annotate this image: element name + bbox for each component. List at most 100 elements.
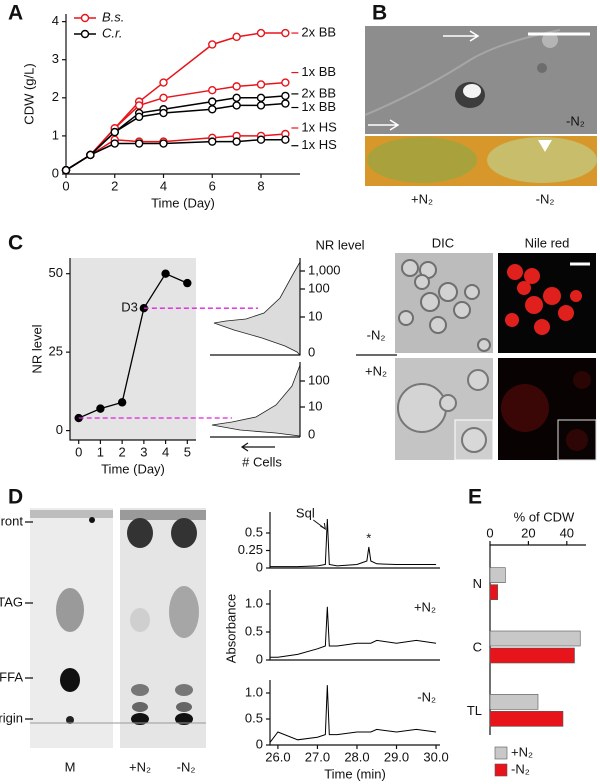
x-tick-label: 3	[140, 444, 147, 459]
arrow	[443, 30, 480, 42]
spot	[56, 588, 84, 632]
column-label: DIC	[432, 235, 454, 250]
data-point	[281, 135, 290, 144]
front-band	[30, 510, 113, 518]
chart-title: % of CDW	[514, 509, 575, 524]
y-tick-label: 2	[52, 89, 59, 104]
y-tick-label: 0.5	[245, 623, 263, 638]
bar	[489, 647, 575, 664]
data-line	[270, 606, 437, 658]
data-point	[208, 85, 217, 95]
y-tick-label: 0	[256, 651, 263, 666]
data-point	[183, 278, 192, 288]
annotation-arrow	[313, 519, 326, 530]
x-tick-label: 6	[209, 178, 216, 193]
tlc-plate: Front TAG FFA Origin M +N₂ -N₂	[0, 508, 206, 774]
data-point	[61, 165, 71, 175]
data-point	[281, 99, 290, 108]
cells	[397, 369, 489, 433]
hist-tick-label: 10	[308, 308, 322, 323]
data-point	[96, 404, 105, 413]
cell-glow	[501, 384, 549, 432]
data-point	[159, 78, 168, 87]
data-line	[65, 81, 286, 171]
x-tick-label: 4	[162, 444, 169, 459]
row-ticks	[25, 521, 33, 720]
panel-c-extras: NR level 1,000 100 10 0 100 10 0 # Cells…	[210, 235, 597, 469]
bar	[489, 711, 564, 727]
flask-label: +N₂	[411, 191, 433, 206]
lipid-bodies	[505, 264, 582, 335]
tlc-row-label: Front	[0, 513, 23, 528]
hist-tick-label: 10	[308, 398, 322, 413]
hist-tick-label: 100	[308, 372, 330, 387]
data-point	[232, 93, 241, 103]
data-point	[232, 137, 241, 146]
data-point	[256, 93, 266, 103]
data-point	[256, 135, 266, 144]
y-tick-label: 25	[49, 344, 63, 359]
data-point	[281, 28, 290, 38]
hist-axis	[210, 258, 305, 438]
spot	[131, 713, 149, 725]
x-tick-label: 0	[75, 444, 82, 459]
spot	[175, 684, 193, 696]
flask	[487, 137, 597, 183]
cell-highlight	[463, 84, 481, 98]
arrow	[368, 119, 400, 131]
y-tick-label: 1.0	[245, 684, 263, 699]
data-point	[159, 108, 168, 118]
legend-label: +N₂	[511, 744, 533, 759]
subplot-label: +N₂	[414, 599, 436, 614]
y-axis-label: NR level	[29, 324, 44, 373]
y-tick-label: 0	[52, 165, 59, 180]
hist-tick-label: 0	[308, 344, 315, 359]
cell	[461, 427, 487, 453]
annotation: Sql	[296, 505, 315, 520]
data-point	[134, 101, 144, 110]
cell-glow	[566, 429, 588, 451]
tlc-row-label: TAG	[0, 594, 23, 609]
category-label: TL	[467, 703, 482, 718]
data-point	[232, 32, 241, 42]
spot	[127, 518, 153, 548]
column-label: Nile red	[525, 235, 570, 250]
flask	[367, 137, 477, 183]
data-point	[256, 80, 266, 89]
bar	[489, 567, 506, 583]
hist-tick-label: 1,000	[308, 262, 341, 277]
tlc-row-label: Origin	[0, 710, 23, 725]
x-tick-label: 28.0	[344, 749, 369, 764]
data-point	[134, 112, 144, 122]
panel-label: A	[8, 2, 23, 25]
hist-tick-label: 100	[308, 280, 330, 295]
data-point	[159, 139, 168, 148]
cell	[537, 63, 547, 73]
bar	[489, 630, 581, 647]
data-point	[110, 139, 119, 148]
axis	[69, 258, 196, 441]
spot	[132, 702, 148, 712]
legend-swatch	[494, 763, 508, 777]
legend-marker	[80, 29, 90, 39]
data-line	[65, 133, 286, 171]
data-point	[161, 269, 170, 278]
y-tick-label: 1.0	[245, 595, 263, 610]
arrowhead	[538, 140, 552, 152]
histogram	[213, 260, 301, 356]
histogram	[211, 364, 301, 437]
y-tick-label: 0	[56, 422, 63, 437]
y-tick-label: 0.5	[245, 710, 263, 725]
series-label: 1x HS	[301, 119, 337, 134]
legend-label: B.s.	[102, 9, 124, 24]
y-tick-label: 0	[256, 736, 263, 751]
legend-label: -N₂	[511, 761, 530, 776]
series-label: 1x BB	[301, 64, 336, 79]
row-label: +N₂	[365, 363, 387, 378]
annotation: *	[366, 530, 371, 545]
lane-label: +N₂	[129, 759, 151, 774]
data-point	[110, 127, 119, 137]
x-tick-label: 4	[160, 178, 167, 193]
data-point	[281, 91, 290, 101]
